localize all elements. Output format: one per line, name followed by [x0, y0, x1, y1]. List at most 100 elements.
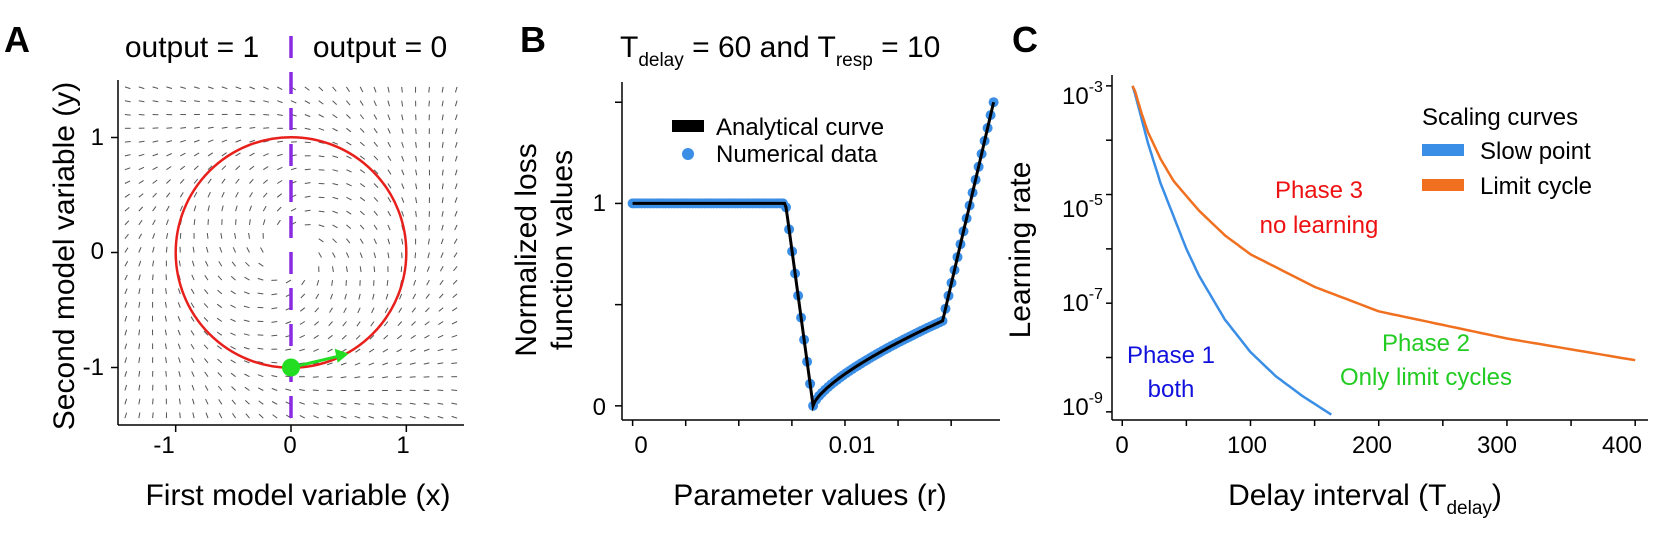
vector-field-arrow: [414, 280, 416, 285]
vector-field-arrow: [416, 211, 417, 217]
vector-field-arrow: [205, 372, 208, 377]
vector-field-arrow: [333, 184, 339, 185]
vector-field-arrow: [191, 331, 194, 336]
vector-field-arrow: [397, 335, 402, 339]
vector-field-arrow: [125, 289, 127, 294]
vector-field-arrow: [374, 87, 376, 92]
vector-field-arrow: [207, 233, 208, 239]
vector-field-arrow: [208, 206, 209, 212]
vector-field-arrow: [222, 153, 227, 156]
vector-field-arrow: [356, 335, 360, 339]
vector-field-arrow: [231, 360, 236, 363]
vector-field-arrow: [341, 377, 347, 378]
vector-field-arrow: [230, 319, 235, 321]
vector-field-arrow: [451, 363, 457, 364]
vector-field-arrow: [191, 358, 194, 363]
vector-field-arrow: [396, 417, 402, 419]
vector-field-arrow: [426, 294, 429, 299]
vector-field-arrow: [125, 142, 131, 143]
vector-field-arrow: [258, 388, 263, 391]
panel-b-xlabel: Parameter values (r): [673, 479, 946, 512]
vector-field-arrow: [153, 206, 156, 211]
vector-field-arrow: [222, 179, 225, 184]
vector-field-arrow: [125, 155, 131, 156]
vector-field-arrow: [346, 225, 350, 229]
panel-c-xtick-label: 200: [1352, 432, 1392, 459]
vector-field-arrow: [222, 206, 223, 212]
vector-field-arrow: [319, 156, 325, 157]
vector-field-arrow: [125, 275, 127, 280]
vector-field-arrow: [219, 413, 222, 418]
vector-field-arrow: [343, 322, 347, 327]
vector-field-arrow: [453, 280, 457, 284]
vector-field-arrow: [388, 225, 390, 230]
vector-field-arrow: [388, 128, 390, 133]
vector-field-arrow: [346, 115, 350, 119]
vector-field-arrow: [428, 239, 429, 245]
vector-field-arrow: [165, 343, 166, 349]
vector-field-arrow: [125, 194, 130, 197]
vector-field-arrow: [222, 87, 228, 89]
vector-field-arrow: [455, 197, 457, 202]
vector-field-arrow: [192, 385, 194, 390]
panel-c-ytick-label: 10-5: [1062, 192, 1103, 223]
vector-field-arrow: [230, 333, 235, 335]
vector-field-arrow: [139, 413, 140, 419]
vector-field-arrow: [442, 184, 443, 190]
vector-field-arrow: [416, 170, 417, 176]
vector-field-arrow: [388, 239, 390, 245]
vector-field-arrow: [374, 266, 375, 272]
vector-field-arrow: [166, 247, 167, 253]
panel-a-xtick-label: 1: [396, 432, 409, 459]
panel-a-ytick-label: -1: [83, 354, 104, 381]
panel-b-title: Tdelay = 60 and Tresp = 10: [620, 31, 940, 71]
vector-field-arrow: [455, 87, 457, 93]
panel-b-xtick-label: 0.01: [829, 432, 876, 459]
vector-field-arrow: [205, 275, 208, 280]
vector-field-arrow: [277, 181, 282, 184]
vector-field-arrow: [451, 403, 457, 404]
vector-field-arrow: [272, 294, 278, 295]
vector-field-arrow: [333, 128, 338, 131]
vector-field-arrow: [153, 180, 158, 184]
vector-field-arrow: [222, 166, 226, 170]
vector-field-arrow: [384, 335, 388, 339]
vector-field-arrow: [194, 127, 200, 128]
vector-field-arrow: [313, 403, 319, 405]
vector-field-arrow: [438, 416, 444, 418]
vector-field-arrow: [277, 87, 282, 90]
vector-field-arrow: [333, 156, 339, 158]
vector-field-arrow: [208, 101, 214, 102]
vector-field-arrow: [250, 206, 252, 211]
vector-field-arrow: [414, 266, 415, 272]
vector-field-arrow: [244, 320, 250, 321]
vector-field-arrow: [271, 335, 277, 336]
vector-field-arrow: [277, 115, 283, 116]
vector-field-arrow: [355, 403, 361, 404]
vector-field-arrow: [245, 387, 250, 390]
vector-field-arrow: [346, 197, 351, 200]
vector-field-arrow: [125, 261, 128, 266]
legend-label-analytical: Analytical curve: [716, 114, 884, 141]
vector-field-arrow: [218, 373, 222, 377]
vector-field-arrow: [139, 316, 140, 322]
vector-field-arrow: [204, 358, 208, 363]
vector-field-arrow: [222, 127, 228, 128]
vector-field-arrow: [125, 248, 128, 253]
panel-b-ytick-label: 0: [593, 394, 606, 421]
vector-field-arrow: [438, 390, 444, 391]
vector-field-arrow: [166, 167, 171, 170]
vector-field-arrow: [424, 349, 429, 351]
vector-field-arrow: [236, 153, 241, 156]
vector-field-arrow: [413, 294, 416, 299]
vector-field-arrow: [244, 306, 250, 308]
panel-letter-c: C: [1012, 19, 1038, 60]
vector-field-arrow: [346, 184, 351, 186]
vector-field-arrow: [178, 316, 180, 321]
initial-state-point: [282, 359, 300, 377]
vector-field-arrow: [452, 349, 458, 350]
vector-field-arrow: [219, 399, 222, 404]
vector-field-arrow: [191, 289, 194, 294]
vector-field-arrow: [452, 322, 457, 325]
vector-field-arrow: [179, 399, 180, 405]
